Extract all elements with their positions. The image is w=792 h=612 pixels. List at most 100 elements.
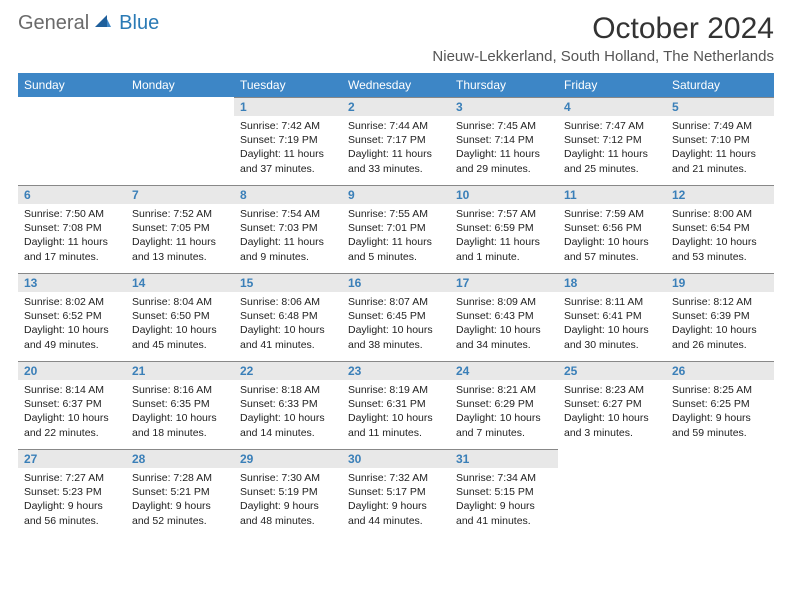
daylight-text-1: Daylight: 10 hours [348,411,444,425]
sunset-text: Sunset: 6:45 PM [348,309,444,323]
calendar-cell: 4Sunrise: 7:47 AMSunset: 7:12 PMDaylight… [558,97,666,185]
day-number: 6 [18,185,126,204]
daylight-text-2: and 11 minutes. [348,426,444,440]
day-body: Sunrise: 7:54 AMSunset: 7:03 PMDaylight:… [234,204,342,270]
day-body: Sunrise: 8:02 AMSunset: 6:52 PMDaylight:… [18,292,126,358]
day-number: 14 [126,273,234,292]
calendar-cell: 5Sunrise: 7:49 AMSunset: 7:10 PMDaylight… [666,97,774,185]
day-number: 25 [558,361,666,380]
sunset-text: Sunset: 6:52 PM [24,309,120,323]
sunrise-text: Sunrise: 8:07 AM [348,295,444,309]
sunrise-text: Sunrise: 8:06 AM [240,295,336,309]
daylight-text-2: and 41 minutes. [240,338,336,352]
day-number: 22 [234,361,342,380]
day-number: 28 [126,449,234,468]
day-body: Sunrise: 7:47 AMSunset: 7:12 PMDaylight:… [558,116,666,182]
day-number: 24 [450,361,558,380]
sunset-text: Sunset: 5:21 PM [132,485,228,499]
daylight-text-1: Daylight: 11 hours [240,147,336,161]
sunset-text: Sunset: 6:59 PM [456,221,552,235]
calendar-cell: 31Sunrise: 7:34 AMSunset: 5:15 PMDayligh… [450,449,558,537]
sunrise-text: Sunrise: 8:09 AM [456,295,552,309]
day-number: 8 [234,185,342,204]
daylight-text-2: and 44 minutes. [348,514,444,528]
daylight-text-2: and 53 minutes. [672,250,768,264]
sunrise-text: Sunrise: 8:04 AM [132,295,228,309]
weekday-header: Friday [558,73,666,97]
calendar-cell: 3Sunrise: 7:45 AMSunset: 7:14 PMDaylight… [450,97,558,185]
day-number: 16 [342,273,450,292]
daylight-text-1: Daylight: 9 hours [348,499,444,513]
calendar-cell: 29Sunrise: 7:30 AMSunset: 5:19 PMDayligh… [234,449,342,537]
calendar-cell: 2Sunrise: 7:44 AMSunset: 7:17 PMDaylight… [342,97,450,185]
title-block: October 2024 Nieuw-Lekkerland, South Hol… [432,12,774,65]
calendar-cell: 20Sunrise: 8:14 AMSunset: 6:37 PMDayligh… [18,361,126,449]
daylight-text-1: Daylight: 11 hours [456,235,552,249]
daylight-text-1: Daylight: 10 hours [132,323,228,337]
day-body: Sunrise: 8:04 AMSunset: 6:50 PMDaylight:… [126,292,234,358]
day-number: 2 [342,97,450,116]
sunrise-text: Sunrise: 8:02 AM [24,295,120,309]
day-number: 27 [18,449,126,468]
sunset-text: Sunset: 6:33 PM [240,397,336,411]
sunrise-text: Sunrise: 8:00 AM [672,207,768,221]
sunrise-text: Sunrise: 7:59 AM [564,207,660,221]
day-number: 18 [558,273,666,292]
calendar-cell: 10Sunrise: 7:57 AMSunset: 6:59 PMDayligh… [450,185,558,273]
daylight-text-1: Daylight: 9 hours [24,499,120,513]
daylight-text-1: Daylight: 10 hours [24,323,120,337]
calendar-cell [558,449,666,537]
day-body: Sunrise: 8:07 AMSunset: 6:45 PMDaylight:… [342,292,450,358]
sunset-text: Sunset: 6:29 PM [456,397,552,411]
sunrise-text: Sunrise: 7:32 AM [348,471,444,485]
daylight-text-2: and 52 minutes. [132,514,228,528]
weekday-header: Monday [126,73,234,97]
day-body: Sunrise: 7:52 AMSunset: 7:05 PMDaylight:… [126,204,234,270]
sunset-text: Sunset: 5:23 PM [24,485,120,499]
daylight-text-1: Daylight: 10 hours [456,323,552,337]
sunrise-text: Sunrise: 7:42 AM [240,119,336,133]
daylight-text-2: and 21 minutes. [672,162,768,176]
day-number: 10 [450,185,558,204]
sunrise-text: Sunrise: 7:47 AM [564,119,660,133]
calendar-cell: 6Sunrise: 7:50 AMSunset: 7:08 PMDaylight… [18,185,126,273]
daylight-text-1: Daylight: 10 hours [672,235,768,249]
sunrise-text: Sunrise: 7:44 AM [348,119,444,133]
sunset-text: Sunset: 7:19 PM [240,133,336,147]
sunrise-text: Sunrise: 7:57 AM [456,207,552,221]
calendar-cell: 26Sunrise: 8:25 AMSunset: 6:25 PMDayligh… [666,361,774,449]
day-body: Sunrise: 8:11 AMSunset: 6:41 PMDaylight:… [558,292,666,358]
day-body: Sunrise: 7:44 AMSunset: 7:17 PMDaylight:… [342,116,450,182]
sunset-text: Sunset: 7:14 PM [456,133,552,147]
page: General Blue October 2024 Nieuw-Lekkerla… [0,0,792,549]
daylight-text-2: and 34 minutes. [456,338,552,352]
sunset-text: Sunset: 6:54 PM [672,221,768,235]
day-number: 4 [558,97,666,116]
calendar-cell: 22Sunrise: 8:18 AMSunset: 6:33 PMDayligh… [234,361,342,449]
sunset-text: Sunset: 6:50 PM [132,309,228,323]
sunrise-text: Sunrise: 7:27 AM [24,471,120,485]
daylight-text-1: Daylight: 9 hours [672,411,768,425]
daylight-text-2: and 33 minutes. [348,162,444,176]
daylight-text-2: and 38 minutes. [348,338,444,352]
day-body: Sunrise: 7:57 AMSunset: 6:59 PMDaylight:… [450,204,558,270]
daylight-text-2: and 26 minutes. [672,338,768,352]
logo: General Blue [18,12,159,35]
logo-text-blue: Blue [119,12,159,35]
sunrise-text: Sunrise: 8:23 AM [564,383,660,397]
sunset-text: Sunset: 7:12 PM [564,133,660,147]
day-number: 5 [666,97,774,116]
day-body: Sunrise: 7:49 AMSunset: 7:10 PMDaylight:… [666,116,774,182]
weekday-header: Wednesday [342,73,450,97]
weekday-header: Thursday [450,73,558,97]
calendar-cell: 21Sunrise: 8:16 AMSunset: 6:35 PMDayligh… [126,361,234,449]
day-number: 1 [234,97,342,116]
day-body: Sunrise: 7:50 AMSunset: 7:08 PMDaylight:… [18,204,126,270]
calendar-cell: 24Sunrise: 8:21 AMSunset: 6:29 PMDayligh… [450,361,558,449]
calendar-cell: 27 Sunrise: 7:27 AMSunset: 5:23 PMDayligh… [18,449,126,537]
daylight-text-2: and 30 minutes. [564,338,660,352]
day-number: 23 [342,361,450,380]
sunrise-text: Sunrise: 8:25 AM [672,383,768,397]
day-body: Sunrise: 7:34 AMSunset: 5:15 PMDaylight:… [450,468,558,534]
daylight-text-1: Daylight: 11 hours [672,147,768,161]
